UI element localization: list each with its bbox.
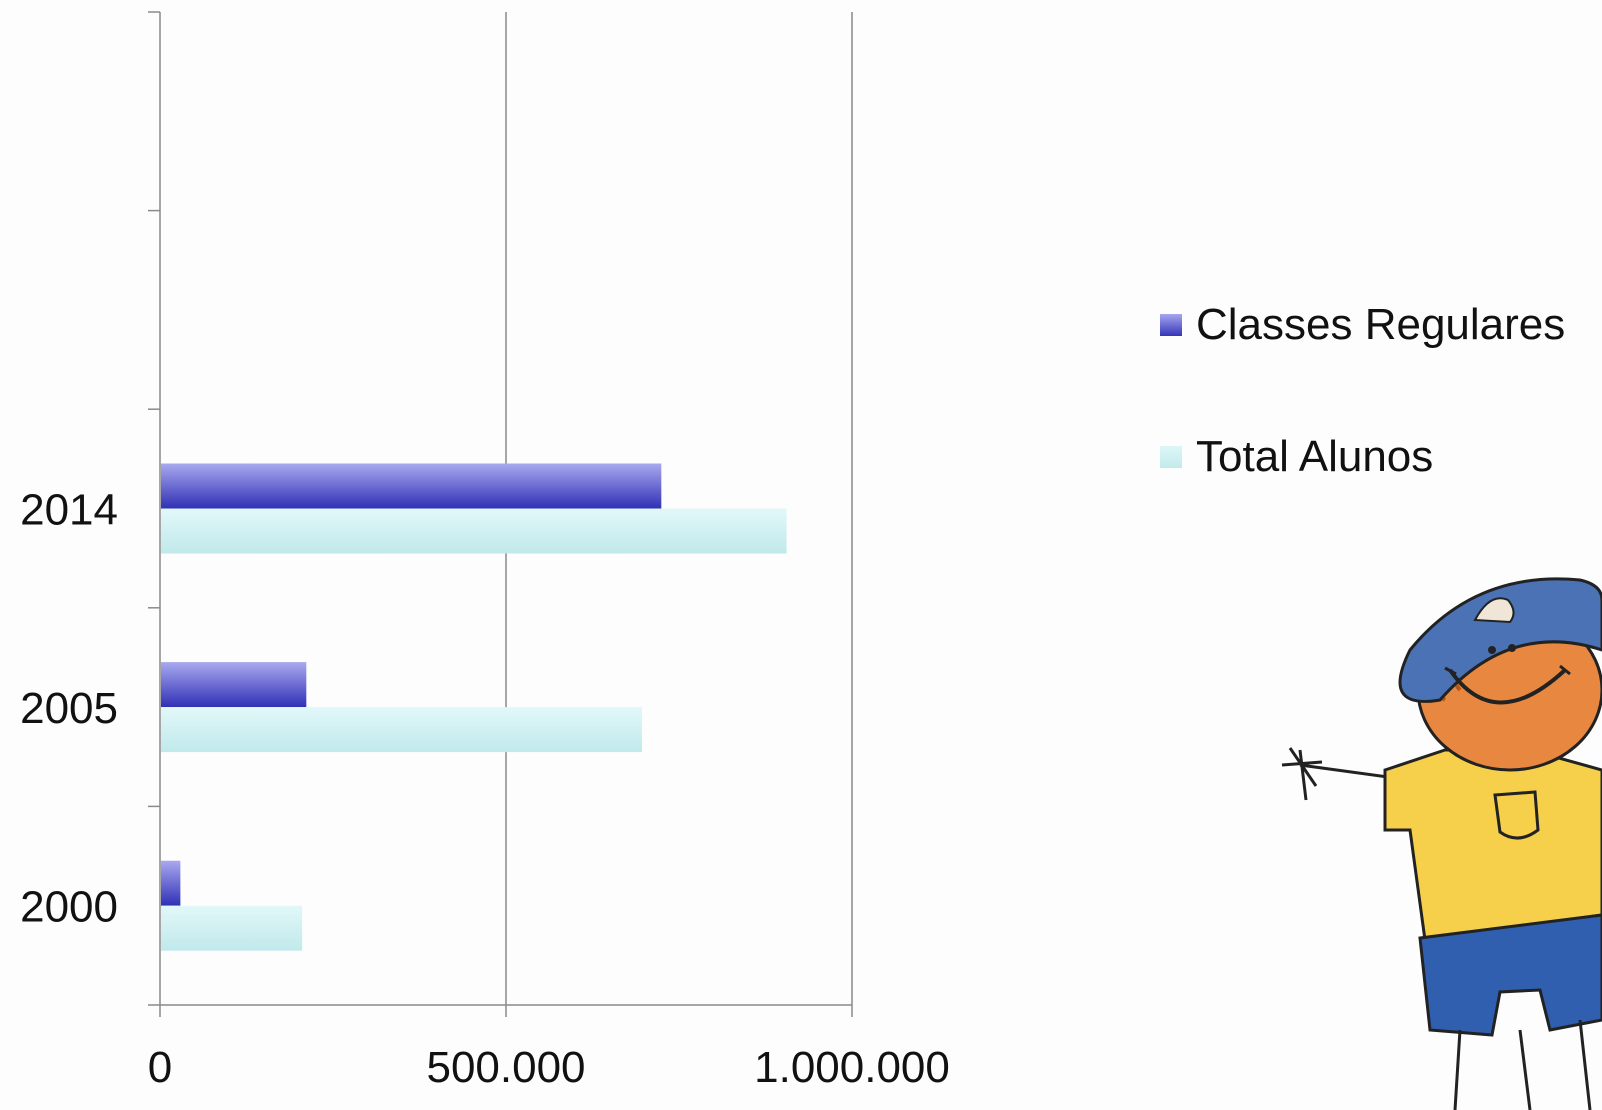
legend-label-total-alunos: Total Alunos [1196, 432, 1434, 481]
y-tick-label-2014: 2014 [20, 486, 118, 535]
cartoon-boy-icon [1281, 577, 1602, 1110]
legend-item-classes-regulares: Classes Regulares [1160, 296, 1565, 354]
legend-swatch-total-alunos [1160, 446, 1182, 468]
legend-item-total-alunos: Total Alunos [1160, 428, 1565, 486]
y-tick-label-2000: 2000 [20, 883, 118, 932]
x-tick-label-2: 1.000.000 [754, 1043, 950, 1092]
y-tick-label-2005: 2005 [20, 684, 118, 733]
legend-label-classes-regulares: Classes Regulares [1196, 300, 1566, 349]
x-tick-label-1: 500.000 [426, 1043, 585, 1092]
axes [148, 11, 853, 1017]
bar-classes-regulares-2005 [161, 662, 307, 708]
bar-total-alunos-2014 [161, 508, 787, 554]
bar-classes-regulares-2000 [161, 860, 181, 906]
legend: Classes Regulares Total Alunos [1160, 296, 1565, 560]
bar-chart: 0 500.000 1.000.000 2000 2005 2014 [20, 11, 950, 1093]
axis-labels: 0 500.000 1.000.000 2000 2005 2014 [20, 486, 950, 1093]
bar-total-alunos-2000 [161, 905, 303, 951]
legend-swatch-classes-regulares [1160, 314, 1182, 336]
x-tick-label-0: 0 [148, 1043, 172, 1092]
bar-classes-regulares-2014 [161, 463, 662, 509]
bars [161, 463, 787, 951]
bar-total-alunos-2005 [161, 707, 642, 753]
